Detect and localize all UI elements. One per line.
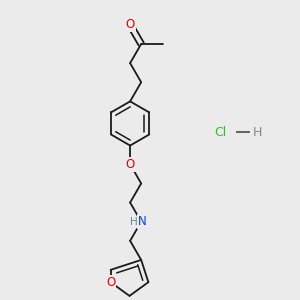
Text: O: O <box>125 18 135 32</box>
Text: H: H <box>130 217 138 227</box>
Text: N: N <box>138 215 147 228</box>
Text: O: O <box>106 276 115 289</box>
Text: Cl: Cl <box>214 126 227 139</box>
Text: O: O <box>125 158 135 171</box>
Text: H: H <box>253 126 262 139</box>
